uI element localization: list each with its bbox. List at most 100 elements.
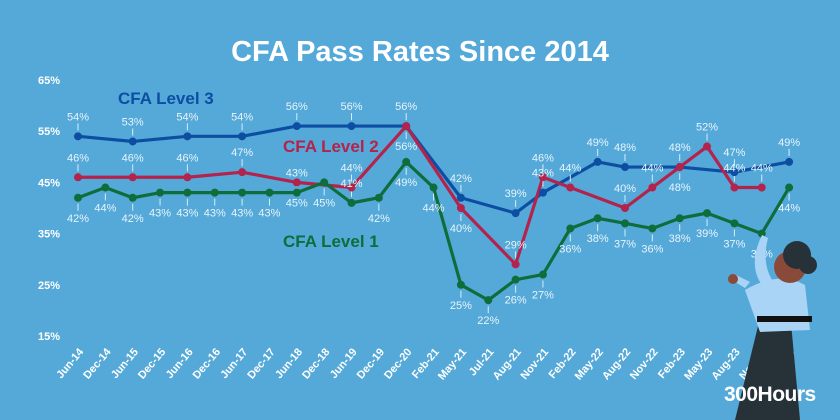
data-label: 39% [696, 228, 718, 240]
data-point [210, 188, 219, 197]
x-tick-label: Dec-16 [191, 346, 223, 381]
data-point [511, 275, 520, 284]
data-points [74, 122, 794, 305]
data-point [703, 142, 712, 151]
y-tick-label: 45% [38, 177, 60, 189]
data-point [703, 209, 712, 218]
data-point [238, 168, 247, 177]
x-tick-label: Dec-18 [300, 346, 332, 381]
data-point [265, 188, 274, 197]
data-point [74, 173, 82, 182]
data-point [566, 224, 575, 233]
y-tick-label: 55% [38, 126, 60, 138]
data-point [101, 183, 110, 192]
y-tick-label: 15% [38, 331, 60, 343]
data-point [128, 173, 137, 182]
x-tick-label: Aug-21 [491, 346, 524, 382]
data-label: 46% [67, 152, 89, 164]
data-label: 43% [149, 208, 171, 220]
data-label: 43% [204, 208, 226, 220]
data-point [456, 204, 465, 212]
data-label: 27% [532, 290, 554, 302]
data-label: 56% [286, 101, 308, 113]
x-tick-label: Nov-22 [628, 346, 661, 382]
x-tick-label: Dec-17 [245, 346, 277, 381]
brand-logo: 300Hours [724, 383, 816, 406]
series-label: CFA Level 2 [283, 137, 379, 156]
series-label: CFA Level 3 [118, 89, 214, 108]
data-point [183, 132, 192, 141]
series-label: CFA Level 1 [283, 232, 379, 251]
data-point [785, 183, 794, 192]
data-label: 25% [450, 300, 472, 312]
data-point [128, 193, 137, 202]
data-label: 48% [669, 182, 691, 194]
x-tick-label: Jun-14 [54, 346, 87, 382]
data-label: 38% [669, 233, 691, 245]
data-point [183, 188, 192, 197]
data-label: 43% [532, 168, 554, 180]
data-label: 42% [450, 173, 472, 185]
data-point [456, 193, 465, 202]
x-tick-label: Aug-22 [600, 346, 633, 382]
data-point [347, 198, 356, 207]
data-point [675, 163, 684, 172]
data-point [621, 204, 629, 212]
x-tick-label: Jun-19 [328, 346, 360, 381]
data-point [429, 183, 438, 192]
data-point [538, 173, 547, 182]
x-tick-label: Nov-21 [518, 346, 551, 382]
data-point [292, 188, 301, 197]
data-label: 44% [559, 163, 581, 175]
data-label: 52% [696, 122, 718, 134]
data-point [538, 188, 547, 197]
x-tick-label: May-22 [573, 346, 606, 382]
data-point [292, 122, 301, 131]
x-tick-label: Aug-23 [710, 346, 743, 382]
data-label: 42% [67, 213, 89, 225]
x-tick-label: Jun-15 [109, 346, 141, 381]
data-label: 44% [641, 163, 663, 175]
x-tick-label: Jun-18 [273, 346, 305, 381]
x-tick-label: May-23 [682, 346, 715, 382]
data-point [648, 224, 657, 233]
data-point [74, 193, 82, 202]
data-labels: 54% 53% 54% 54% 56% 56% 56% 42% 39% 43% 49% 48% 48% 4… [67, 101, 800, 327]
data-point [128, 137, 137, 146]
data-label: 48% [669, 142, 691, 154]
data-label: 36% [641, 243, 663, 255]
data-label: 46% [122, 152, 144, 164]
data-label: 45% [286, 197, 308, 209]
x-tick-label: May-21 [436, 346, 469, 382]
data-label: 22% [477, 315, 499, 327]
data-point [730, 219, 739, 228]
data-label: 44% [340, 163, 362, 175]
x-tick-label: Nov-23 [737, 346, 770, 382]
data-label: 56% [340, 101, 362, 113]
data-point [648, 183, 657, 192]
data-label: 47% [723, 147, 745, 159]
x-tick-label: Feb-24 [765, 346, 798, 382]
data-point [347, 122, 356, 131]
data-label: 54% [231, 111, 253, 123]
x-tick-label: Dec-20 [382, 346, 414, 381]
data-label: 49% [395, 177, 417, 189]
data-label: 29% [505, 239, 527, 251]
data-point [593, 157, 602, 166]
data-point [374, 193, 383, 202]
data-point [402, 122, 411, 131]
data-point [292, 178, 301, 187]
data-label: 45% [313, 197, 335, 209]
data-point [402, 157, 411, 166]
data-point [74, 132, 82, 141]
data-point [593, 214, 602, 223]
data-label: 37% [614, 238, 636, 250]
data-label: 26% [505, 295, 527, 307]
data-label: 56% [395, 101, 417, 113]
data-point [511, 209, 520, 218]
x-tick-label: Jun-17 [218, 346, 250, 381]
y-tick-label: 65% [38, 75, 60, 87]
data-point [238, 188, 247, 197]
data-point [238, 132, 247, 141]
